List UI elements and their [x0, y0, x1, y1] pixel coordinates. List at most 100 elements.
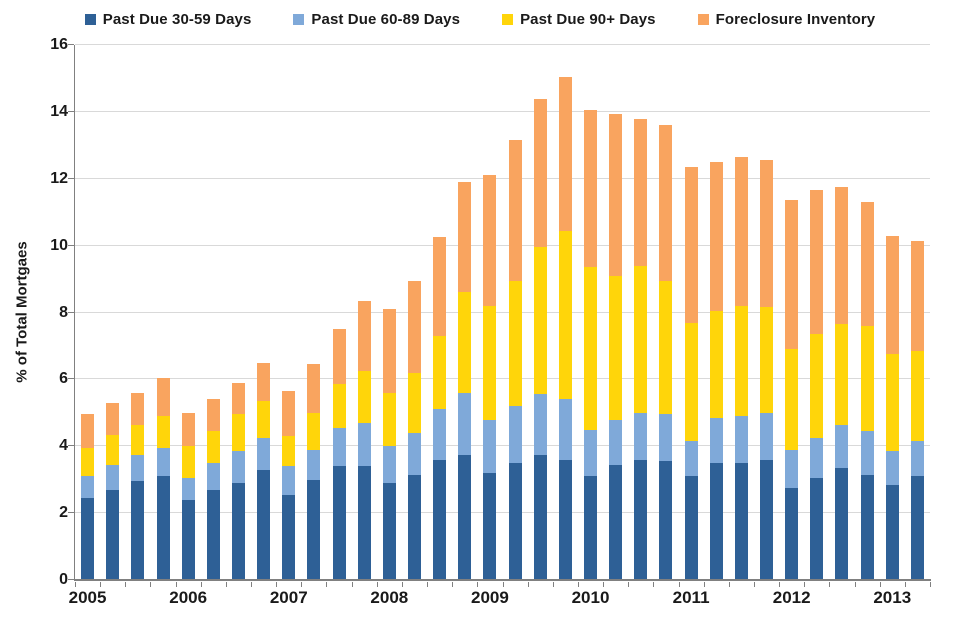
gridline-14 [75, 110, 930, 112]
bar-segment-1 [810, 478, 824, 580]
bar-segment-2 [81, 476, 95, 499]
bar-segment-3 [910, 350, 924, 442]
gridline-6 [75, 378, 930, 380]
bar-segment-3 [282, 436, 296, 467]
bar-segment-3 [835, 324, 849, 425]
bar-2007-q1 [282, 391, 296, 580]
x-tick-30 [829, 582, 831, 587]
bar-segment-2 [609, 419, 623, 465]
x-year-label-2011: 2011 [672, 588, 710, 607]
bar-segment-3 [407, 372, 421, 433]
bar-segment-1 [910, 476, 924, 580]
bar-segment-1 [257, 469, 271, 580]
bar-segment-3 [131, 424, 145, 455]
bar-segment-4 [634, 118, 648, 266]
bar-segment-2 [910, 441, 924, 477]
legend-item-2: Past Due 60-89 Days [293, 11, 460, 28]
x-tick-10 [326, 582, 328, 587]
y-tick-10 [68, 244, 74, 246]
bar-segment-3 [533, 247, 547, 395]
bar-segment-3 [483, 305, 497, 420]
bar-2011-q4 [760, 160, 774, 580]
bar-segment-3 [206, 431, 220, 463]
x-tick-34 [930, 582, 931, 587]
bar-segment-4 [684, 167, 698, 323]
bar-segment-1 [282, 494, 296, 580]
bar-segment-1 [709, 462, 723, 580]
bar-segment-2 [659, 414, 673, 462]
bar-segment-4 [458, 182, 472, 293]
bar-2010-q2 [609, 113, 623, 580]
bar-2009-q1 [483, 175, 497, 580]
x-tick-14 [427, 582, 429, 587]
bar-segment-1 [433, 459, 447, 580]
bar-segment-4 [659, 125, 673, 281]
y-tick-label-16: 16 [50, 36, 68, 53]
bar-segment-4 [433, 237, 447, 336]
x-year-label-2006: 2006 [169, 588, 208, 607]
bar-segment-1 [307, 479, 321, 580]
bar-segment-2 [407, 432, 421, 475]
x-tick-20 [577, 582, 579, 587]
bar-segment-2 [433, 409, 447, 460]
bar-segment-2 [257, 437, 271, 470]
bar-segment-1 [181, 499, 195, 580]
legend-label: Past Due 90+ Days [520, 10, 656, 28]
bar-2006-q4 [257, 362, 271, 580]
bar-segment-1 [106, 489, 120, 580]
plot-area [68, 44, 931, 587]
bar-segment-4 [508, 140, 522, 281]
x-year-label-2009: 2009 [471, 588, 509, 607]
x-tick-0 [75, 582, 76, 587]
bar-segment-4 [407, 280, 421, 373]
bar-segment-3 [508, 280, 522, 407]
bar-segment-3 [231, 414, 245, 452]
legend-label: Past Due 30-59 Days [102, 10, 252, 28]
bar-segment-4 [709, 162, 723, 311]
x-tick-4 [175, 582, 177, 587]
bar-segment-4 [760, 160, 774, 308]
bar-segment-3 [307, 412, 321, 450]
bar-2011-q3 [734, 157, 748, 580]
x-tick-29 [804, 582, 806, 587]
bar-segment-3 [734, 305, 748, 417]
gridline-8 [75, 311, 930, 313]
bar-segment-2 [734, 416, 748, 463]
x-tick-1 [100, 582, 102, 587]
bar-segment-1 [508, 462, 522, 580]
bar-segment-3 [332, 384, 346, 428]
bar-segment-4 [357, 300, 371, 372]
bar-segment-2 [810, 437, 824, 479]
x-tick-7 [251, 582, 253, 587]
bar-2006-q2 [206, 399, 220, 580]
bar-segment-4 [584, 110, 597, 268]
bar-2005-q2 [106, 402, 120, 580]
y-tick-2 [68, 512, 74, 514]
bar-segment-1 [785, 488, 799, 580]
bar-2008-q4 [458, 182, 472, 580]
x-tick-16 [477, 582, 479, 587]
bar-segment-1 [156, 476, 170, 580]
bar-segment-2 [684, 441, 698, 477]
bar-segment-3 [156, 416, 170, 448]
x-year-label-2013: 2013 [873, 588, 912, 607]
y-tick-6 [68, 378, 74, 380]
bar-segment-4 [307, 364, 321, 413]
bar-segment-1 [558, 459, 572, 580]
bar-2012-q1 [785, 200, 799, 580]
bar-segment-1 [684, 476, 698, 580]
legend-item-3: Past Due 90+ Days [502, 11, 656, 28]
x-tick-2 [125, 582, 127, 587]
bar-segment-1 [357, 466, 371, 580]
bar-segment-3 [584, 267, 597, 430]
bar-segment-2 [307, 449, 321, 480]
gridline-12 [75, 177, 930, 179]
bar-segment-3 [760, 307, 774, 413]
bar-segment-4 [156, 377, 170, 417]
bar-segment-1 [332, 466, 346, 580]
y-tick-label-8: 8 [59, 303, 68, 321]
bar-segment-2 [181, 478, 195, 500]
bar-segment-3 [181, 446, 195, 479]
bar-segment-4 [106, 402, 120, 435]
